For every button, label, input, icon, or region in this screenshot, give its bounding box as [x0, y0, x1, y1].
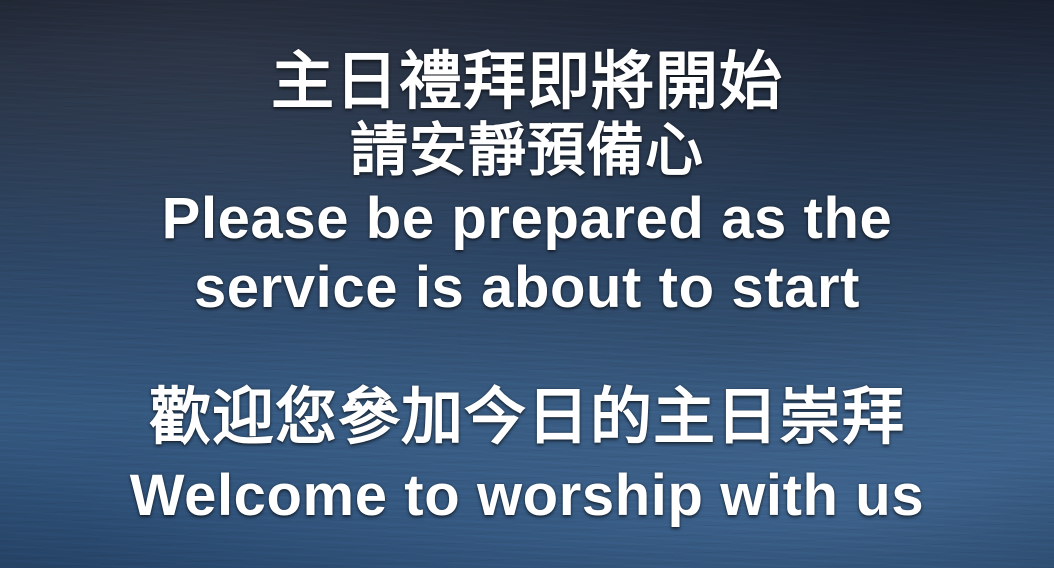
- please-be-prepared-line-1: Please be prepared as the: [161, 186, 893, 251]
- please-be-quiet-chinese: 請安靜預備心: [349, 116, 704, 184]
- welcome-chinese: 歡迎您參加今日的主日崇拜: [148, 380, 905, 453]
- welcome-english: Welcome to worship with us: [129, 463, 925, 528]
- service-starting-chinese: 主日禮拜即將開始: [271, 45, 783, 118]
- please-be-prepared-line-2: service is about to start: [193, 255, 861, 320]
